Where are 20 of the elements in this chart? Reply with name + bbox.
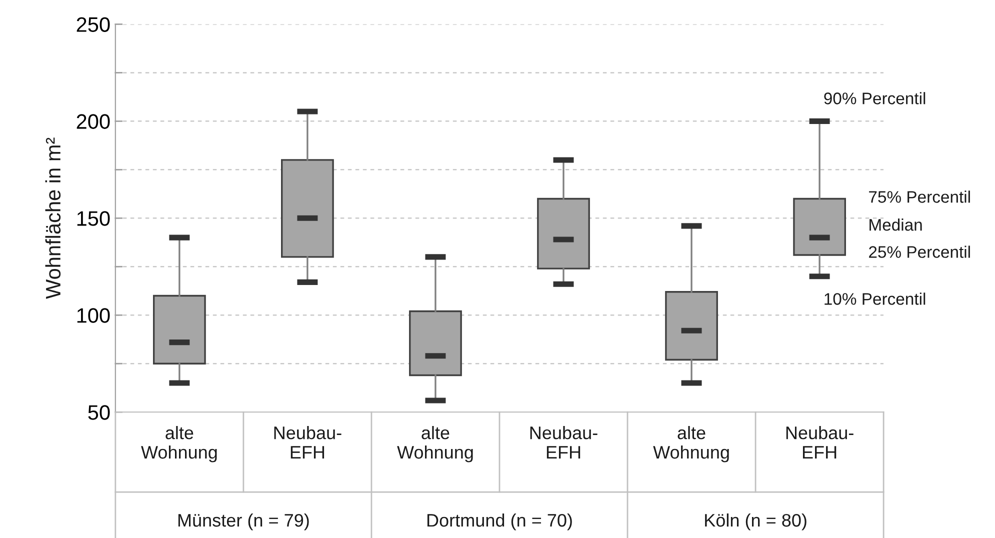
x-tick-label: Neubau- EFH xyxy=(786,426,854,459)
annotation: Median xyxy=(870,218,922,231)
y-axis-title: Wohnfläche in m² xyxy=(45,138,61,299)
x-tick-label: Neubau- EFH xyxy=(274,426,342,459)
y-tick-label: 150 xyxy=(77,211,110,226)
y-tick-label: 250 xyxy=(76,17,110,32)
y-tick-label: 50 xyxy=(88,405,110,420)
x-tick-label: alte Wohnung xyxy=(141,426,217,462)
x-tick-label: alte Wohnung xyxy=(653,426,729,462)
annotation: 75% Percentil xyxy=(869,190,970,203)
y-tick-label: 200 xyxy=(76,114,110,129)
annotation: 25% Percentil xyxy=(869,246,970,258)
annotation: 90% Percentil xyxy=(824,92,926,104)
text: Münster (n = 79) xyxy=(178,513,309,530)
x-tick-label: Neubau- EFH xyxy=(530,426,598,459)
y-tick-label: 100 xyxy=(77,308,110,323)
text: Dortmund (n = 70) xyxy=(427,513,572,530)
annotation: 10% Percentil xyxy=(824,292,926,305)
x-tick-label: alte Wohnung xyxy=(397,426,473,462)
text: Köln (n = 80) xyxy=(705,513,806,530)
